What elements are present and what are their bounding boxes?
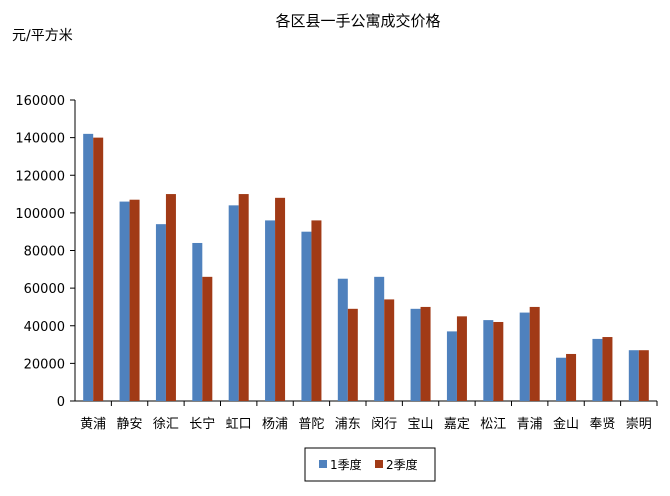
bar-1: [192, 242, 203, 401]
bar-1: [410, 308, 421, 401]
y-tick-label: 80000: [24, 245, 65, 260]
x-tick-label: 青浦: [517, 417, 543, 432]
bar-2: [275, 197, 286, 401]
x-tick-label: 黄浦: [80, 417, 106, 432]
x-tick-label: 金山: [553, 416, 579, 432]
bar-1: [265, 220, 276, 401]
bar-2: [420, 306, 431, 401]
bar-2: [566, 353, 577, 401]
y-tick-label: 40000: [24, 320, 65, 335]
chart-title: 各区县一手公寓成交价格: [275, 12, 440, 30]
y-tick-label: 120000: [15, 169, 65, 184]
bar-2: [638, 350, 649, 401]
x-tick-label: 虹口: [226, 417, 252, 432]
bar-1: [301, 231, 312, 401]
bar-1: [483, 320, 494, 401]
x-tick-label: 奉贤: [589, 417, 615, 432]
x-tick-label: 崇明: [626, 417, 652, 432]
legend-swatch: [319, 460, 327, 468]
bar-1: [119, 201, 130, 401]
x-tick-label: 杨浦: [262, 417, 288, 432]
bar-2: [529, 306, 540, 401]
legend-label: 1季度: [330, 457, 362, 472]
bar-2: [238, 194, 249, 401]
bar-1: [337, 278, 348, 401]
bar-1: [592, 338, 603, 401]
bar-2: [129, 199, 140, 401]
x-tick-label: 徐汇: [153, 417, 179, 432]
bar-1: [374, 276, 385, 401]
bar-2: [347, 308, 358, 401]
y-tick-label: 100000: [15, 207, 65, 222]
bar-2: [602, 337, 613, 401]
y-tick-label: 160000: [15, 94, 65, 109]
bar-2: [202, 276, 213, 401]
bar-1: [83, 133, 94, 402]
bar-2: [93, 137, 104, 401]
y-axis-label: 元/平方米: [12, 28, 73, 44]
legend-label: 2季度: [386, 457, 418, 472]
x-tick-label: 静安: [117, 417, 143, 432]
legend-swatch: [375, 460, 383, 468]
x-tick-label: 普陀: [298, 416, 324, 432]
y-tick-label: 140000: [15, 132, 65, 147]
bar-2: [456, 316, 467, 401]
bar-1: [228, 205, 239, 401]
x-tick-label: 嘉定: [444, 417, 470, 432]
y-tick-label: 20000: [24, 357, 65, 372]
bar-1: [519, 312, 530, 401]
bar-1: [556, 357, 567, 401]
bar-2: [493, 321, 504, 401]
x-tick-label: 宝山: [408, 417, 434, 432]
x-tick-label: 浦东: [335, 417, 361, 432]
y-tick-label: 60000: [24, 282, 65, 297]
plot-area: 0 20000 40000 60000 80000 100000 120000 140000 1…: [15, 94, 658, 432]
bar-1: [628, 350, 639, 401]
y-tick-label: 0: [57, 395, 65, 410]
x-tick-label: 长宁: [189, 416, 215, 432]
x-tick-label: 松江: [480, 417, 506, 432]
legend: 1季度 2季度: [304, 447, 436, 482]
bar-1: [446, 331, 457, 401]
bar-2: [311, 220, 322, 401]
bar-2: [165, 194, 176, 401]
bar-2: [384, 299, 395, 401]
x-tick-label: 闵行: [371, 417, 397, 432]
bar-1: [155, 224, 166, 401]
